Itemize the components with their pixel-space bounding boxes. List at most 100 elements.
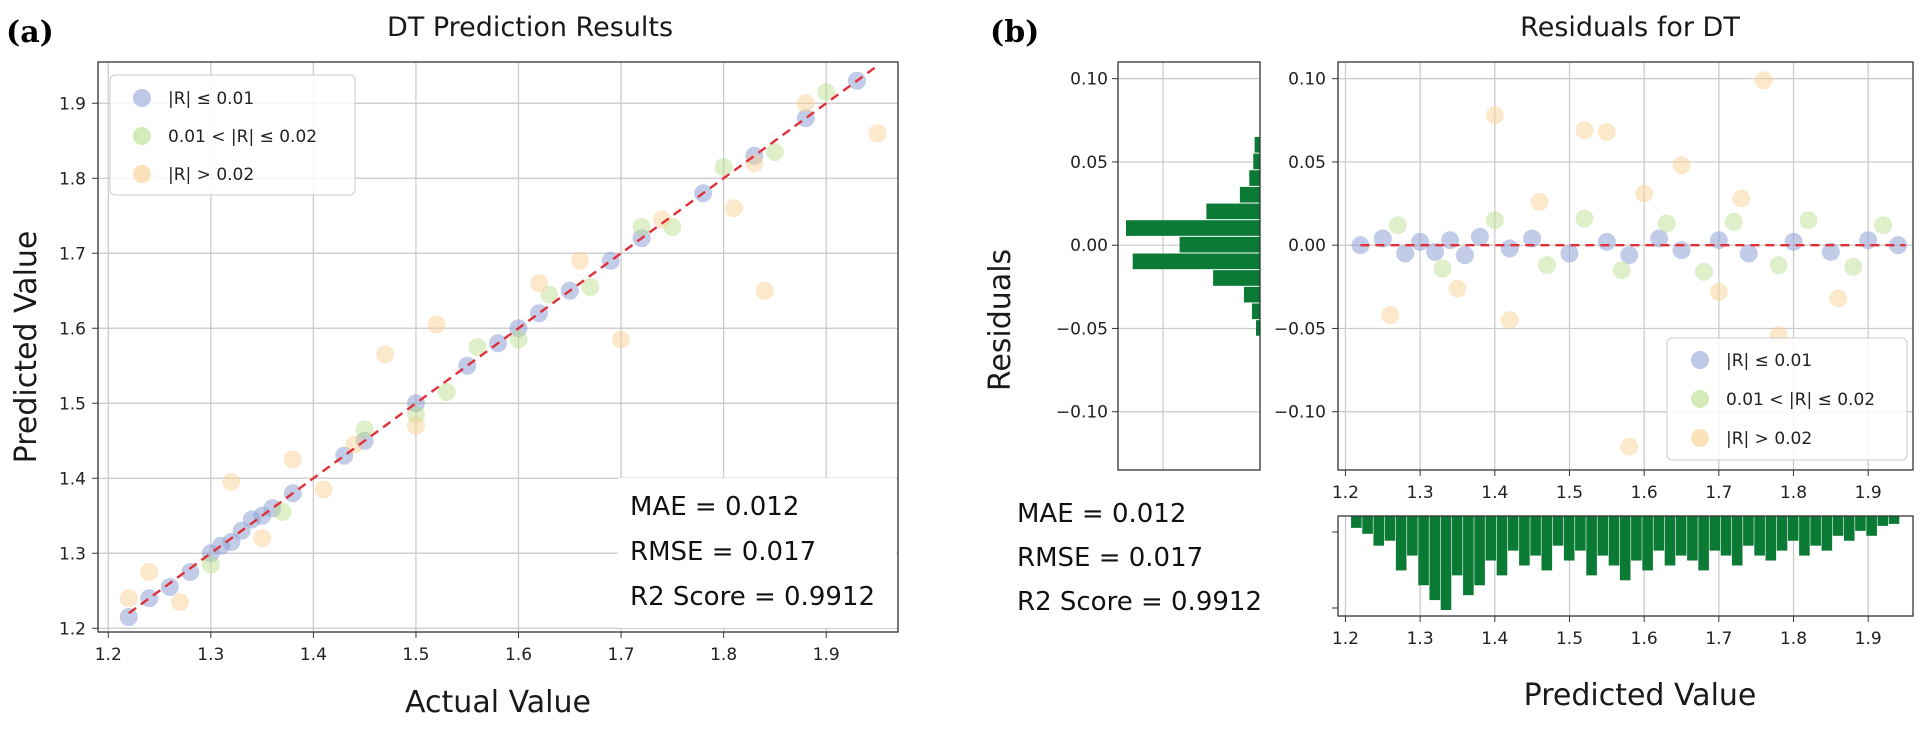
histogram-bar [1888,516,1900,524]
x-tick-label: 1.6 [1631,483,1658,503]
data-point-low [1500,239,1519,258]
stats-background [618,478,896,628]
data-point-mid [273,503,292,521]
data-point-high [1620,437,1639,456]
histogram-bar [1754,516,1765,556]
x-tick-label: 1.3 [1407,483,1434,503]
histogram-bar [1709,516,1721,551]
data-point-high [1530,192,1549,211]
chart-b-frame [1337,61,1914,471]
x-tick-label: 1.2 [1332,483,1359,503]
x-tick-label: 1.2 [95,645,122,665]
data-point-high [755,281,774,300]
data-point-mid [632,218,651,236]
histogram-bar [1608,516,1620,566]
x-tick-label: 1.6 [505,645,532,665]
panel-a-label: (a) [6,15,54,50]
data-point-low [1560,244,1579,263]
data-point-low [1373,229,1392,248]
data-point-mid [581,278,600,296]
data-point-mid [406,405,425,424]
y-tick-label: 1.4 [59,469,86,489]
y-tick-label: 0.00 [1288,236,1326,256]
histogram-bar [1249,170,1260,186]
y-tick-label: 0.05 [1288,153,1326,173]
data-point-high [571,251,590,270]
histogram-bar [1395,516,1407,571]
histogram-bar [1362,516,1373,534]
data-point-mid [1433,259,1452,278]
histogram-bar [1731,516,1743,566]
legend-marker-high [1691,429,1709,447]
data-point-high [530,274,549,293]
histogram-bar [1653,516,1665,551]
legend-label-high: |R| > 0.02 [1726,429,1812,449]
y-tick-label: 0.10 [1070,70,1108,90]
y-tick-label: −0.10 [1056,403,1108,423]
chart-a-ylabel: Predicted Value [9,231,44,464]
histogram-bar [1384,516,1396,541]
histogram-bar [1821,516,1833,551]
legend-box [1666,337,1908,461]
legend-box [109,74,356,196]
x-tick-label: 1.3 [197,645,224,665]
chart-b-xlabel: Predicted Value [1524,678,1757,713]
data-point-mid [1575,209,1594,228]
data-point-high [314,480,333,499]
x-tick-label: 1.4 [1481,629,1508,649]
histogram-bar [1253,153,1260,170]
data-point-high [1754,71,1773,90]
x-tick-label: 1.4 [300,645,327,665]
legend-label-mid: 0.01 < |R| ≤ 0.02 [168,127,317,147]
histogram-bar [1213,270,1260,286]
histogram-bar [1642,516,1653,571]
data-point-mid [1844,257,1863,276]
data-point-mid [1538,256,1557,275]
data-point-low [1620,246,1639,265]
data-point-low [1455,246,1474,265]
data-point-high [1448,279,1467,298]
data-point-mid [540,285,559,304]
histogram-bar [1552,516,1564,546]
y-tick-label: 0.05 [1070,153,1108,173]
histogram-bar [1720,516,1732,556]
histogram-bar [1877,516,1889,526]
legend-marker-high [133,165,151,183]
histogram-bar [1675,516,1687,556]
data-point-high [345,435,364,454]
data-point-low [1672,241,1691,260]
histogram-bar [1440,516,1452,610]
legend-marker-mid [133,127,151,145]
chart-a-y-ticks: 1.2 1.3 1.4 1.5 1.6 1.7 1.8 1.9 [59,94,98,639]
chart-a-legend: |R| ≤ 0.01 0.01 < |R| ≤ 0.02 |R| > 0.02 [109,74,356,196]
predicted-hist-frame [1337,515,1914,617]
data-point-mid [663,218,682,236]
data-point-low [181,563,200,581]
histogram-bar [1787,516,1799,541]
data-point-low [1859,231,1878,250]
stat-rmse: RMSE = 0.017 [630,537,816,567]
data-point-mid [1724,212,1743,231]
prediction-chart: DT Prediction Results 1.2 1.3 1.4 1.5 1.6 1.7… [9,12,899,720]
data-point-high [1829,289,1848,308]
histogram-bar [1132,253,1260,270]
data-point-mid [1874,216,1893,235]
y-tick-label: 1.8 [59,169,86,189]
x-tick-label: 1.9 [1855,483,1882,503]
data-point-mid [1769,256,1788,275]
data-point-high [376,345,395,364]
histogram-bar [1451,516,1463,576]
data-point-high [653,210,672,229]
chart-a-x-ticks: 1.2 1.3 1.4 1.5 1.6 1.7 1.8 1.9 [95,632,840,665]
x-tick-label: 1.2 [1332,629,1359,649]
data-point-low [119,608,138,626]
histogram-bar [1496,516,1508,576]
data-point-mid [1799,211,1818,230]
data-point-mid [201,555,220,574]
data-point-mid [1694,262,1713,281]
histogram-bar [1530,516,1541,556]
data-point-low [1396,244,1415,263]
data-point-mid [1485,211,1504,230]
data-point-high [1672,156,1691,175]
